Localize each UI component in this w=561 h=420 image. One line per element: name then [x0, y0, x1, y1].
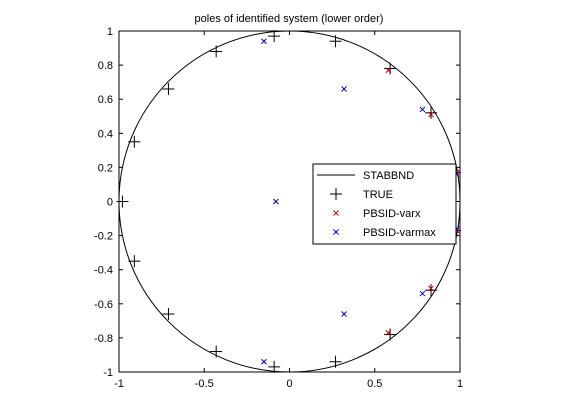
true-pole-marker	[268, 360, 281, 373]
legend-label: PBSID-varx	[363, 208, 421, 220]
legend: STABBND TRUE PBSID-varx PBSID-varmax	[312, 163, 457, 245]
y-tick-label: 0.6	[98, 94, 113, 106]
plot-area: -1 -0.5 0 0.5 1 -1 -0.8 -0.6 -0.4 -0.2 0 0.2 0.4 0.6 0…	[94, 26, 463, 390]
true-pole-marker	[210, 345, 223, 358]
legend-marker-true	[330, 188, 342, 200]
varx-pole-marker-b	[385, 329, 392, 336]
y-tick-label: -1	[103, 367, 113, 379]
x-tick-label: 1	[457, 378, 463, 390]
y-tick-label: 0.2	[98, 162, 113, 174]
varx-pole-marker-b	[428, 111, 434, 118]
true-pole-marker	[128, 255, 141, 268]
y-tick-label: -0.2	[94, 231, 113, 243]
legend-marker-varmax-b	[333, 229, 339, 235]
y-tick-label: -0.8	[94, 333, 113, 345]
true-pole-marker	[425, 284, 438, 297]
true-pole-marker	[116, 195, 129, 208]
varmax-pole-marker	[273, 198, 279, 205]
varmax-pole-marker	[419, 290, 426, 297]
y-tick-label: 0.8	[98, 60, 113, 72]
legend-marker-varx-b	[333, 210, 339, 216]
true-pole-marker	[425, 106, 438, 119]
true-pole-marker	[329, 35, 342, 48]
varmax-pole-marker	[341, 311, 347, 317]
y-tick-label: 0.4	[98, 128, 113, 140]
varx-pole-marker-b	[428, 285, 434, 292]
true-pole-marker	[210, 45, 223, 58]
varmax-pole-marker-b	[419, 106, 426, 113]
legend-marker-varx	[333, 210, 339, 216]
y-tick-label: -0.6	[94, 299, 113, 311]
varx-pole-marker-b	[385, 67, 392, 74]
true-pole-marker	[162, 82, 175, 95]
varmax-pole-marker-b	[261, 358, 267, 365]
varmax-pole-marker-b	[419, 290, 426, 297]
true-pole-marker	[162, 308, 175, 321]
varmax-pole-marker-b	[341, 311, 347, 317]
varx-pole-marker	[428, 285, 434, 292]
legend-label: PBSID-varmax	[363, 227, 436, 239]
chart-title: poles of identified system (lower order)	[195, 13, 384, 25]
y-tick-label: 1	[107, 26, 113, 38]
varmax-pole-marker-b	[261, 38, 267, 45]
x-tick-label: 0	[286, 378, 292, 390]
varmax-pole-marker	[261, 38, 267, 45]
true-pole-marker	[128, 135, 141, 148]
x-tick-label: 0.5	[367, 378, 382, 390]
varmax-pole-marker-b	[341, 86, 347, 92]
true-pole-marker	[268, 30, 281, 43]
y-tick-label: -0.4	[94, 265, 113, 277]
legend-marker-varmax	[333, 229, 339, 235]
x-tick-label: -1	[114, 378, 124, 390]
legend-label: TRUE	[363, 189, 393, 201]
legend-label: STABBND	[363, 170, 414, 182]
varmax-pole-marker-b	[273, 198, 279, 205]
varmax-pole-marker	[261, 358, 267, 365]
varx-pole-marker	[385, 329, 392, 336]
varmax-pole-marker	[341, 86, 347, 92]
x-tick-label: -0.5	[195, 378, 214, 390]
y-tick-label: 0	[107, 197, 113, 209]
varmax-pole-marker	[419, 106, 426, 113]
varx-pole-marker	[428, 111, 434, 118]
varx-pole-marker	[385, 67, 392, 74]
true-pole-marker	[329, 355, 342, 368]
